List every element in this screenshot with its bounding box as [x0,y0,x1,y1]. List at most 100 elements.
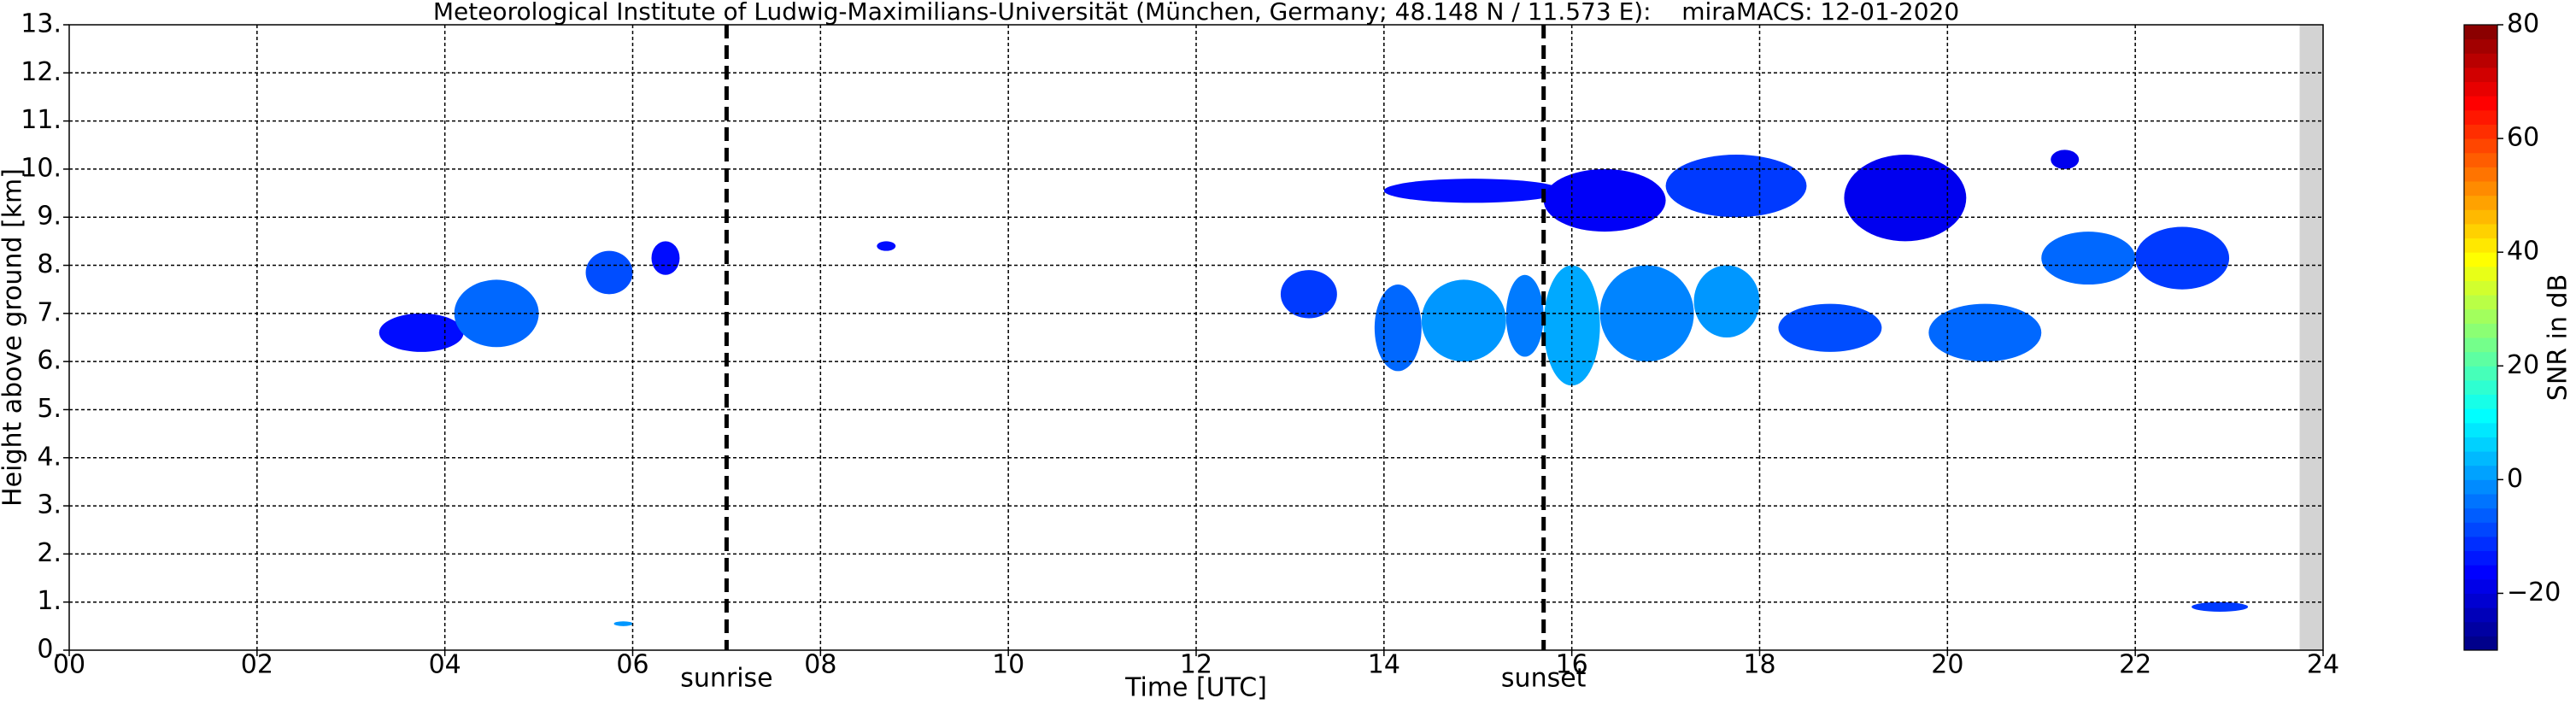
colorbar-segment [2464,379,2497,396]
y-tick-label: 1. [37,586,62,616]
echo [613,621,633,626]
echo [1693,265,1760,337]
echo [1374,285,1422,372]
colorbar-tick-label: 80 [2507,9,2539,39]
colorbar-segment [2464,124,2497,139]
y-tick-label: 5. [37,394,62,424]
x-tick-label: 02 [241,650,273,680]
y-tick-label: 9. [37,202,62,232]
echo [1383,179,1563,203]
colorbar-segment [2464,550,2497,566]
y-tick-label: 6. [37,346,62,376]
colorbar-segment [2464,437,2497,452]
colorbar-segment [2464,252,2497,267]
echo [1599,265,1694,362]
y-tick-label: 3. [37,490,62,520]
colorbar-segment [2464,38,2497,54]
y-tick-label: 2. [37,538,62,568]
colorbar-label: SNR in dB [2544,274,2573,401]
colorbar-segment [2464,636,2497,651]
colorbar-segment [2464,238,2497,253]
colorbar-tick-label: 20 [2507,350,2539,380]
echo [651,241,680,275]
annotation-label: sunrise [680,664,772,694]
x-tick-label: 20 [1931,650,1963,680]
colorbar-segment [2464,195,2497,210]
colorbar-segment [2464,308,2497,324]
colorbar-segment [2464,607,2497,623]
colorbar-segment [2464,323,2497,338]
colorbar-segment [2464,96,2497,111]
echo [1778,303,1882,352]
y-tick-label: 10. [21,153,62,183]
plot-frame [68,24,2324,651]
x-tick-label: 24 [2307,650,2339,680]
echo [1928,303,2042,362]
echo [1543,168,1666,232]
colorbar-segment [2464,451,2497,466]
echo [2041,232,2136,285]
x-tick-label: 10 [992,650,1024,680]
colorbar-segment [2464,81,2497,97]
x-tick-label: 14 [1368,650,1400,680]
y-tick-label: 8. [37,249,62,279]
y-tick-label: 12. [21,57,62,87]
colorbar-segment [2464,536,2497,552]
x-tick-label: 22 [2119,650,2151,680]
colorbar-segment [2464,366,2497,381]
y-tick-label: 4. [37,442,62,472]
echo [1665,155,1807,218]
x-tick-label: 08 [804,650,836,680]
echo [378,313,464,352]
colorbar-segment [2464,337,2497,353]
echo [1421,279,1506,362]
colorbar-segment [2464,507,2497,523]
colorbar-segment [2464,209,2497,225]
colorbar-segment [2464,422,2497,437]
colorbar-segment [2464,181,2497,197]
colorbar-segment [2464,351,2497,367]
y-tick-label: 13. [21,9,62,39]
y-tick-label: 7. [37,297,62,327]
echo [1844,155,1967,242]
echo [1505,274,1544,357]
x-axis-label: Time [UTC] [1124,673,1267,703]
colorbar-segment [2464,394,2497,409]
echo [1280,270,1337,319]
colorbar-segment [2464,593,2497,608]
colorbar-tick-label: −20 [2507,578,2561,607]
x-tick-label: 06 [616,650,648,680]
colorbar-frame [2463,24,2498,651]
colorbar-segment [2464,408,2497,424]
colorbar-segment [2464,152,2497,167]
colorbar-segment [2464,494,2497,509]
colorbar-tick-label: 40 [2507,237,2539,267]
x-tick-label: 00 [53,650,85,680]
echo [2051,150,2080,169]
echo [2135,226,2230,290]
colorbar-segment [2464,465,2497,480]
colorbar-segment [2464,578,2497,594]
colorbar-segment [2464,295,2497,310]
colorbar-segment [2464,266,2497,281]
no-data-region [2299,25,2323,650]
x-tick-label: 04 [429,650,461,680]
colorbar-segment [2464,565,2497,580]
colorbar-segment [2464,280,2497,296]
colorbar-segment [2464,621,2497,637]
colorbar-segment [2464,138,2497,154]
colorbar-segment [2464,25,2497,40]
echo [2192,601,2249,612]
echo [585,250,633,295]
colorbar-segment [2464,67,2497,83]
colorbar-segment [2464,223,2497,239]
colorbar-segment [2464,53,2497,68]
x-tick-label: 18 [1743,650,1775,680]
colorbar-tick-label: 0 [2507,464,2523,494]
x-tick-label: 12 [1180,650,1212,680]
colorbar-segment [2464,109,2497,125]
colorbar-tick-label: 60 [2507,123,2539,153]
y-axis-label: Height above ground [km] [0,168,28,507]
chart-title: Meteorological Institute of Ludwig-Maxim… [433,0,1959,26]
